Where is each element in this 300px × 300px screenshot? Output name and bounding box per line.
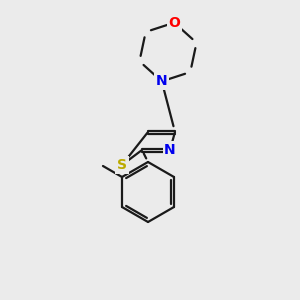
Text: N: N [156,74,168,88]
Text: O: O [168,16,180,30]
Text: S: S [117,158,127,172]
Text: N: N [164,143,176,157]
